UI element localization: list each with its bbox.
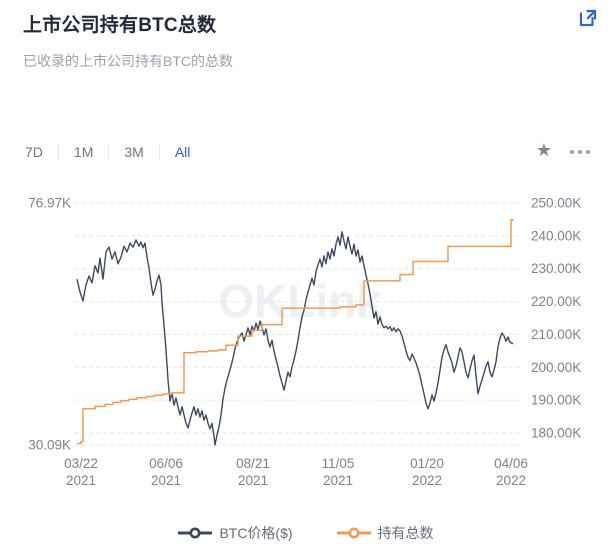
legend-label-holdings: 持有总数: [377, 525, 434, 541]
range-button-all[interactable]: All: [174, 144, 191, 160]
x-axis-label: 08/21 2021: [236, 456, 270, 488]
holdings-step-line: [77, 219, 514, 445]
btc-price-line: [76, 231, 514, 446]
chart-legend: BTC价格($) 持有总数: [0, 523, 612, 543]
right-axis-label: 220.00K: [531, 294, 581, 309]
oklink-watermark: OKLink: [218, 275, 382, 327]
right-axis-label: 180.00K: [531, 426, 581, 441]
more-dots-icon[interactable]: [570, 146, 590, 154]
chart-canvas: OKLink 250.00K 240.00K 230.00K 220.00K 210.00…: [28, 196, 581, 489]
legend-item-holdings[interactable]: 持有总数: [336, 523, 434, 543]
page-subtitle: 已收录的上市公司持有BTC的总数: [23, 53, 233, 69]
range-button-1m[interactable]: 1M: [73, 144, 94, 160]
legend-marker-price-icon: [178, 527, 213, 539]
left-axis-max-label: 76.97K: [28, 196, 71, 211]
divider: [108, 145, 110, 159]
legend-marker-holdings-icon: [336, 527, 371, 539]
range-toolbar: 7D 1M 3M All: [23, 140, 612, 164]
external-link-icon[interactable]: [577, 7, 599, 29]
divider: [57, 145, 59, 159]
right-axis-label: 190.00K: [531, 393, 581, 408]
x-axis-label: 11/05 2021: [322, 456, 355, 488]
range-button-3m[interactable]: 3M: [124, 144, 144, 160]
legend-label-price: BTC价格($): [219, 525, 293, 541]
right-axis-label: 250.00K: [531, 196, 581, 211]
star-icon[interactable]: ★: [535, 140, 552, 160]
right-axis-label: 210.00K: [531, 327, 581, 342]
x-axis-label: 06/06 2021: [149, 456, 183, 488]
toolbar-actions: ★: [536, 140, 590, 160]
left-axis-min-label: 30.09K: [28, 438, 71, 453]
header: 上市公司持有BTC总数 已收录的上市公司持有BTC的总数: [23, 10, 572, 71]
divider: [158, 145, 160, 159]
right-axis-label: 240.00K: [531, 228, 581, 243]
range-button-7d[interactable]: 7D: [25, 144, 43, 160]
right-axis-label: 230.00K: [531, 261, 581, 276]
x-axis-label: 04/06 2022: [494, 456, 528, 488]
page-title: 上市公司持有BTC总数: [23, 15, 217, 36]
x-axis-label: 03/22 2021: [64, 456, 98, 488]
right-axis-label: 200.00K: [531, 360, 581, 375]
legend-item-btc-price[interactable]: BTC价格($): [178, 523, 293, 543]
x-axis-label: 01/20 2022: [410, 456, 444, 488]
